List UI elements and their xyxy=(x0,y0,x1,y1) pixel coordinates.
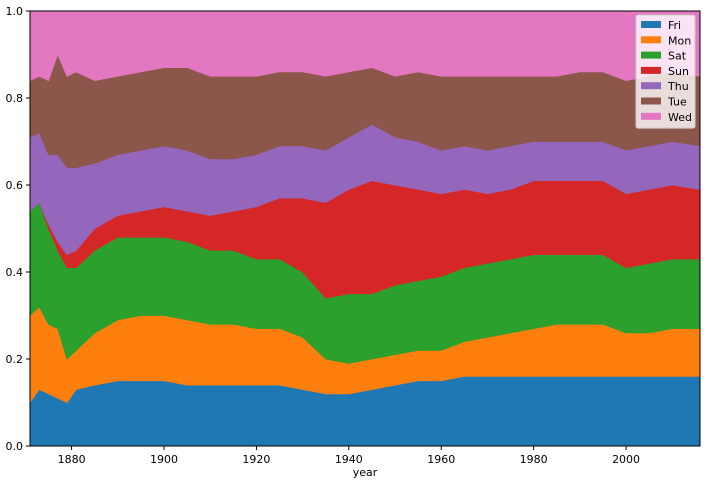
legend-swatch-sat xyxy=(641,51,661,59)
legend-label-wed: Wed xyxy=(668,111,692,124)
legend-swatch-fri xyxy=(641,21,661,28)
legend: Fri Mon Sat Sun Thu Tue Wed xyxy=(635,14,696,129)
legend-label-fri: Fri xyxy=(668,19,681,32)
x-tick-label: 1960 xyxy=(427,453,455,466)
x-tick-label: 1920 xyxy=(242,453,270,466)
legend-swatch-thu xyxy=(641,82,661,90)
y-tick-label: 0.6 xyxy=(6,179,24,192)
x-tick-label: 1900 xyxy=(150,453,178,466)
legend-label-thu: Thu xyxy=(667,80,689,93)
legend-label-sat: Sat xyxy=(668,50,687,63)
x-tick-label: 1980 xyxy=(520,453,548,466)
y-tick-label: 0.8 xyxy=(6,92,24,105)
legend-swatch-mon xyxy=(641,36,661,44)
x-tick-label: 1880 xyxy=(58,453,86,466)
legend-label-sun: Sun xyxy=(668,65,689,78)
legend-label-tue: Tue xyxy=(667,96,687,109)
legend-swatch-sun xyxy=(641,66,661,74)
y-tick-label: 0.2 xyxy=(6,353,24,366)
legend-swatch-wed xyxy=(641,112,661,120)
x-tick-label: 1940 xyxy=(335,453,363,466)
x-axis: 1880 1900 1920 1940 1960 1980 2000 xyxy=(58,446,640,466)
legend-swatch-tue xyxy=(641,97,661,105)
x-axis-label: year xyxy=(353,466,378,479)
area-series-group xyxy=(29,10,701,447)
y-axis: 0.0 0.2 0.4 0.6 0.8 1.0 xyxy=(6,5,30,453)
y-tick-label: 1.0 xyxy=(6,5,24,18)
y-tick-label: 0.4 xyxy=(6,266,24,279)
legend-label-mon: Mon xyxy=(668,34,691,47)
plot-frame xyxy=(29,10,701,447)
x-tick-label: 2000 xyxy=(612,453,640,466)
y-tick-label: 0.0 xyxy=(6,440,24,453)
